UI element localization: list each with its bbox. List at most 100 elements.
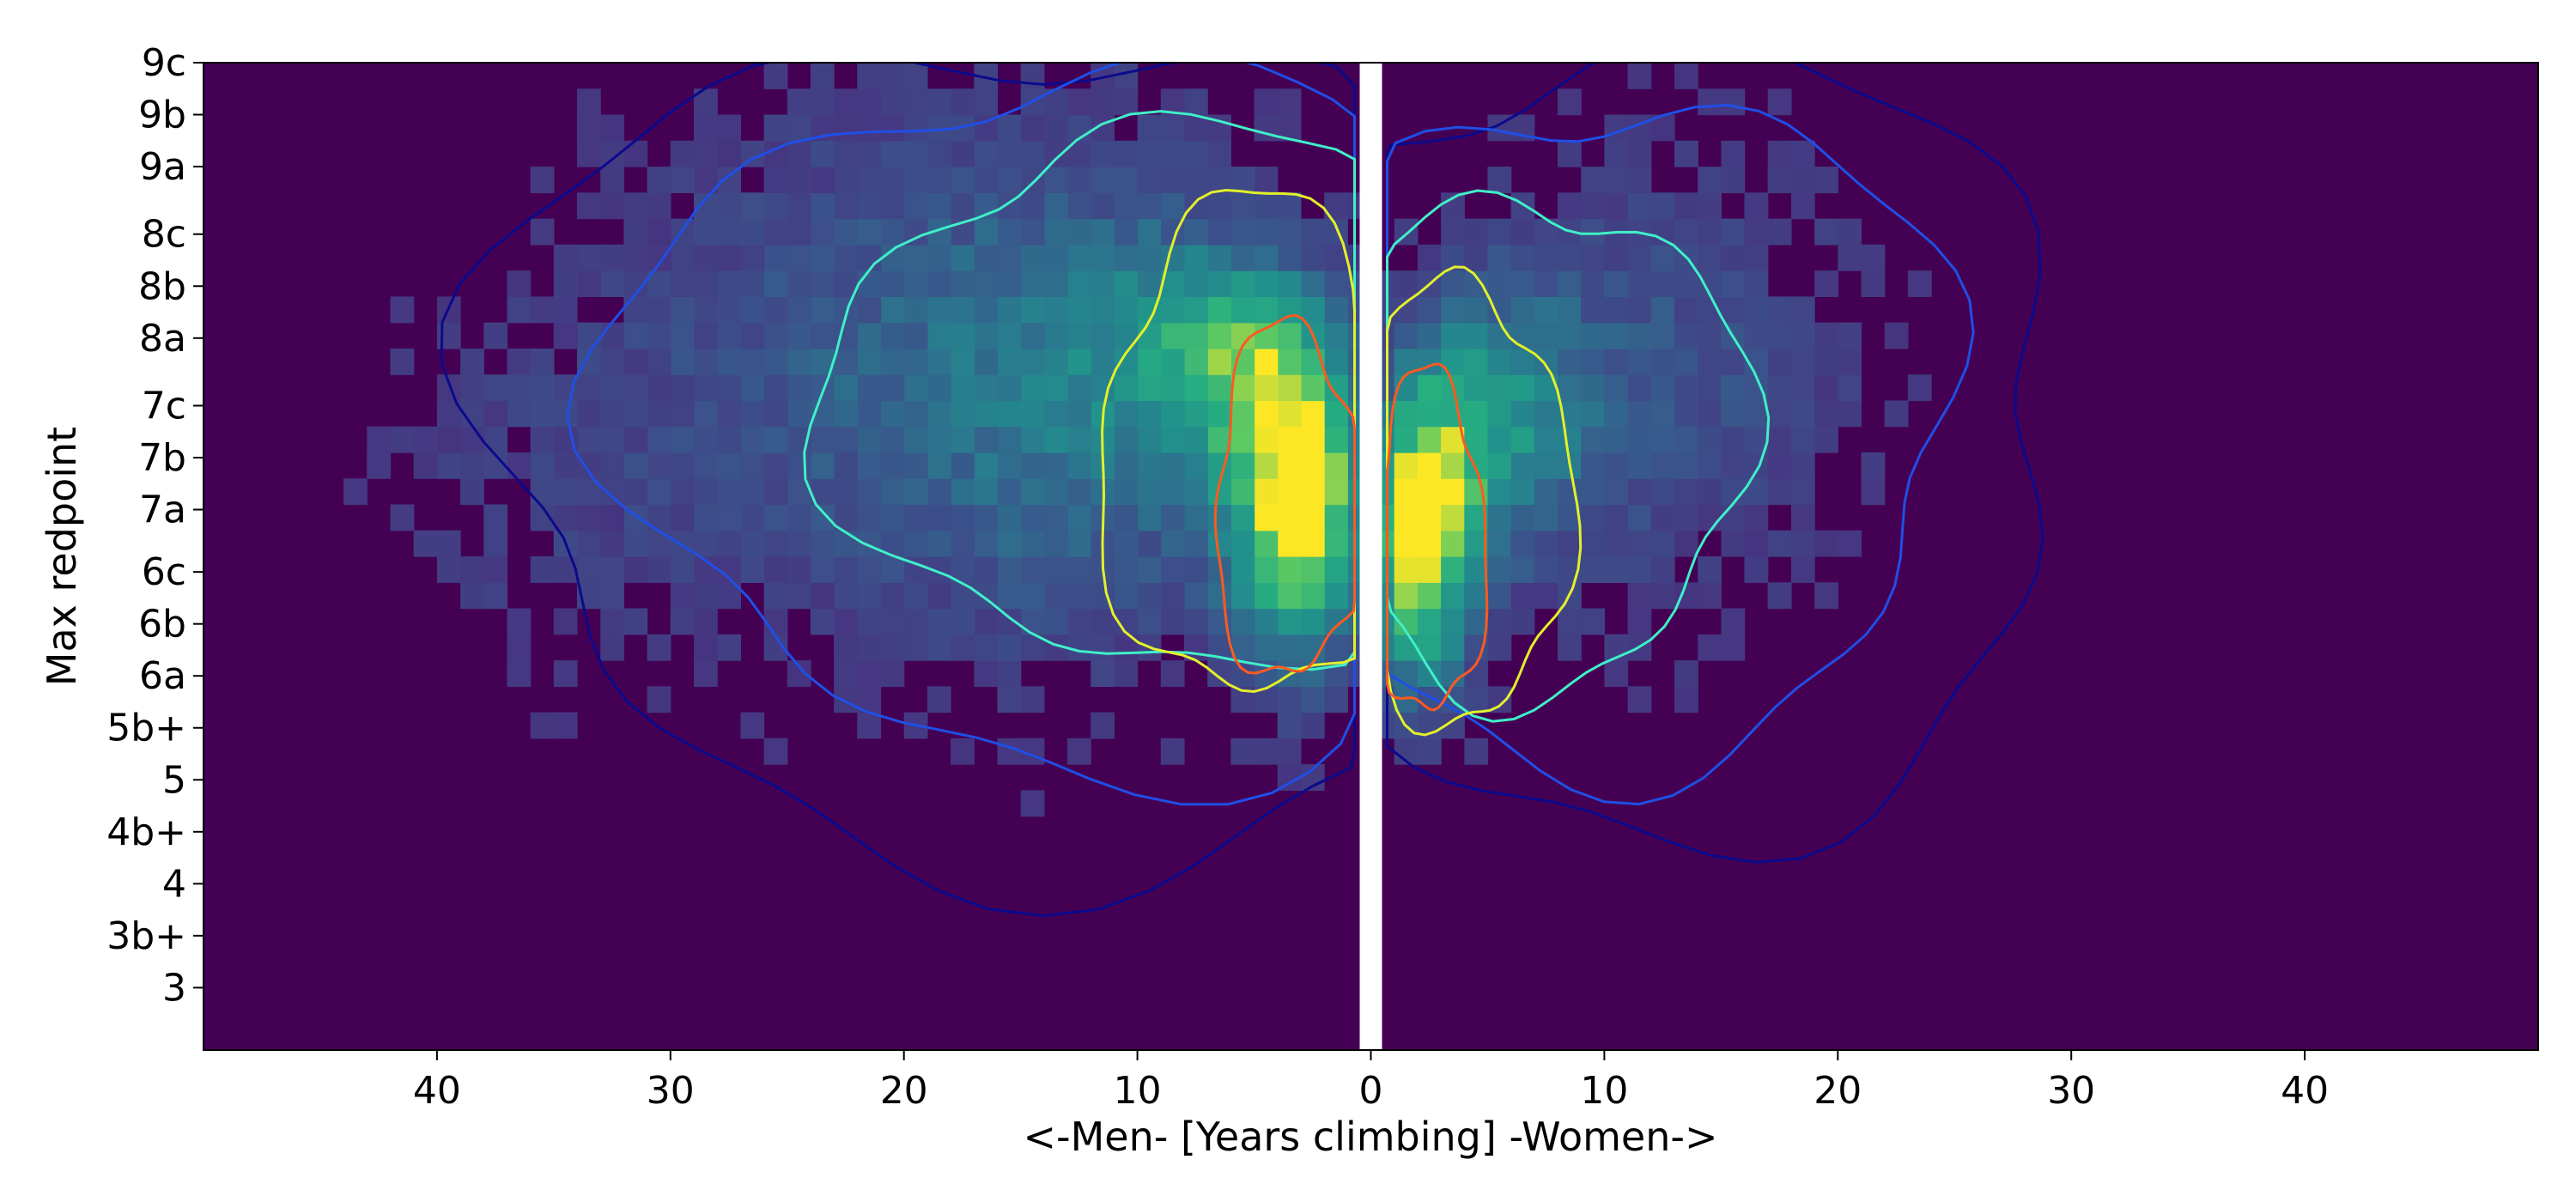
- heatmap-cell: [1184, 88, 1208, 116]
- heatmap-cell: [857, 167, 882, 193]
- heatmap-cell: [1510, 218, 1535, 246]
- heatmap-cell: [1091, 634, 1115, 661]
- heatmap-cell: [623, 452, 648, 479]
- heatmap-cell: [1184, 322, 1208, 349]
- heatmap-cell: [1067, 556, 1091, 583]
- y-tick-label: 6a: [139, 654, 186, 698]
- heatmap-cell: [763, 63, 788, 89]
- heatmap-cell: [1324, 348, 1348, 375]
- heatmap-cell: [343, 478, 368, 506]
- heatmap-cell: [600, 400, 624, 428]
- heatmap-cell: [623, 218, 648, 246]
- heatmap-cell: [787, 167, 811, 193]
- heatmap-cell: [1417, 530, 1442, 557]
- heatmap-cell: [1604, 478, 1629, 506]
- heatmap-cell: [670, 556, 695, 583]
- heatmap-cell: [927, 140, 951, 167]
- heatmap-cell: [927, 88, 951, 116]
- heatmap-cell: [834, 244, 858, 271]
- heatmap-cell: [763, 478, 788, 506]
- heatmap-cell: [1067, 374, 1091, 402]
- heatmap-cell: [670, 426, 695, 453]
- heatmap-cell: [1581, 244, 1605, 271]
- heatmap-cell: [1604, 452, 1629, 479]
- heatmap-cell: [1254, 530, 1279, 557]
- heatmap-cell: [1254, 608, 1279, 635]
- heatmap-cell: [1814, 218, 1838, 246]
- heatmap-cell: [1534, 582, 1558, 610]
- heatmap-cell: [1721, 426, 1746, 453]
- heatmap-cell: [857, 296, 882, 324]
- y-tick-label: 5b+: [106, 707, 186, 750]
- heatmap-cell: [1091, 348, 1115, 375]
- heatmap-cell: [1277, 686, 1302, 713]
- heatmap-cell: [974, 296, 999, 324]
- heatmap-cell: [1884, 400, 1909, 428]
- heatmap-cell: [623, 530, 648, 557]
- heatmap-cell: [1277, 478, 1302, 506]
- heatmap-cell: [600, 634, 624, 661]
- heatmap-cell: [670, 504, 695, 531]
- heatmap-cell: [951, 478, 975, 506]
- heatmap-cell: [1254, 400, 1279, 428]
- heatmap-cell: [1394, 270, 1419, 297]
- heatmap-cell: [1067, 192, 1091, 220]
- heatmap-cell: [577, 88, 601, 116]
- heatmap-cell: [974, 400, 999, 428]
- heatmap-cell: [1721, 452, 1746, 479]
- heatmap-cell: [647, 192, 671, 220]
- heatmap-cell: [1020, 426, 1045, 453]
- heatmap-cell: [997, 322, 1022, 349]
- heatmap-cell: [763, 270, 788, 297]
- heatmap-cell: [670, 348, 695, 375]
- heatmap-cell: [997, 270, 1022, 297]
- y-tick-label: 7a: [139, 489, 186, 532]
- heatmap-cell: [740, 218, 765, 246]
- heatmap-cell: [810, 63, 835, 89]
- heatmap-cell: [1674, 452, 1698, 479]
- heatmap-cell: [997, 452, 1022, 479]
- heatmap-cell: [1441, 322, 1465, 349]
- y-tick-label: 3: [162, 966, 186, 1010]
- heatmap-cell: [1721, 530, 1746, 557]
- heatmap-cell: [1627, 167, 1652, 193]
- heatmap-cell: [1417, 348, 1442, 375]
- heatmap-cell: [1043, 244, 1068, 271]
- heatmap-cell: [1650, 452, 1675, 479]
- heatmap-cell: [740, 712, 765, 739]
- heatmap-cell: [647, 244, 671, 271]
- heatmap-cell: [1137, 374, 1162, 402]
- heatmap-cell: [1254, 452, 1279, 479]
- heatmap-cell: [834, 582, 858, 610]
- heatmap-cell: [1091, 608, 1115, 635]
- heatmap-cell: [600, 452, 624, 479]
- heatmap-cell: [1464, 218, 1489, 246]
- heatmap-cell: [1300, 400, 1325, 428]
- y-tick-label: 4: [162, 862, 186, 906]
- heatmap-cell: [1441, 504, 1465, 531]
- heatmap-cell: [1627, 530, 1652, 557]
- heatmap-cell: [927, 270, 951, 297]
- heatmap-cell: [647, 322, 671, 349]
- heatmap-cell: [857, 426, 882, 453]
- heatmap-cell: [1627, 192, 1652, 220]
- heatmap-cell: [1510, 426, 1535, 453]
- heatmap-cell: [1184, 244, 1208, 271]
- heatmap-cell: [810, 322, 835, 349]
- heatmap-cell: [577, 374, 601, 402]
- heatmap-cell: [507, 608, 532, 635]
- heatmap-cell: [1767, 582, 1792, 610]
- heatmap-cell: [1721, 244, 1746, 271]
- heatmap-cell: [1160, 374, 1185, 402]
- heatmap-cell: [1814, 322, 1838, 349]
- heatmap-cell: [1650, 426, 1675, 453]
- heatmap-cell: [623, 322, 648, 349]
- heatmap-cell: [1627, 478, 1652, 506]
- heatmap-cell: [367, 452, 392, 479]
- heatmap-cell: [1744, 192, 1769, 220]
- heatmap-cell: [1160, 244, 1185, 271]
- heatmap-cell: [460, 426, 484, 453]
- heatmap-cell: [1043, 374, 1068, 402]
- heatmap-cell: [1184, 374, 1208, 402]
- heatmap-cell: [1043, 218, 1068, 246]
